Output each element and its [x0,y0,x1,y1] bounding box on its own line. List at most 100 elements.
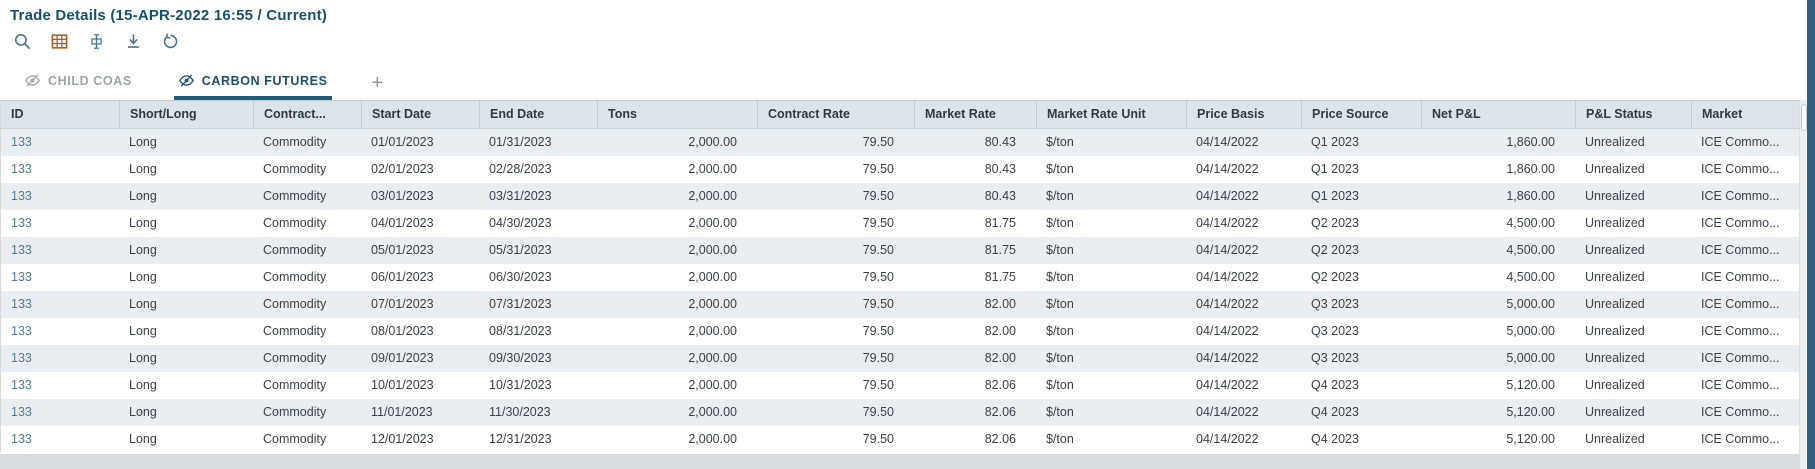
cell-pl_status: Unrealized [1585,324,1645,338]
cell-market_rate_unit: $/ton [1046,135,1074,149]
cell-id[interactable]: 133 [11,243,32,257]
column-header-short_long[interactable]: Short/Long [119,101,253,128]
cell-market_rate_unit: $/ton [1046,162,1074,176]
download-button[interactable] [123,31,143,51]
cell-pl_status: Unrealized [1585,378,1645,392]
column-header-pl_status[interactable]: P&L Status [1575,101,1691,128]
table-row[interactable]: 133 Long Commodity 07/01/2023 07/31/2023 2,00… [1,291,1799,318]
cell-pl_status: Unrealized [1585,432,1645,446]
tab-child-coas[interactable]: CHILD COAS [20,72,136,100]
column-header-market[interactable]: Market [1691,101,1800,128]
tab-label: CHILD COAS [48,73,132,88]
cell-net_pl: 4,500.00 [1506,243,1555,257]
horizontal-scrollbar-track[interactable] [0,452,1807,469]
reset-button[interactable] [160,31,180,51]
cell-price_basis: 04/14/2022 [1196,405,1259,419]
search-icon [13,32,32,51]
cell-tons: 2,000.00 [688,378,737,392]
cell-net_pl: 4,500.00 [1506,270,1555,284]
cell-contract_rate: 79.50 [862,351,894,365]
add-tab-button[interactable]: + [370,73,386,100]
cell-price_basis: 04/14/2022 [1196,135,1259,149]
column-header-tons[interactable]: Tons [597,101,757,128]
cell-contract_rate: 79.50 [862,324,894,338]
cell-id[interactable]: 133 [11,351,32,365]
table-row[interactable]: 133 Long Commodity 03/01/2023 03/31/2023 2,00… [1,183,1799,210]
table-row[interactable]: 133 Long Commodity 10/01/2023 10/31/2023 2,00… [1,372,1799,399]
table-row[interactable]: 133 Long Commodity 08/01/2023 08/31/2023 2,00… [1,318,1799,345]
cell-id[interactable]: 133 [11,405,32,419]
cell-start_date: 10/01/2023 [371,378,434,392]
table-grid-icon [50,32,69,51]
table-row[interactable]: 133 Long Commodity 02/01/2023 02/28/2023 2,00… [1,156,1799,183]
cell-contract: Commodity [263,189,327,203]
table-grid-button[interactable] [49,31,69,51]
cell-id[interactable]: 133 [11,270,32,284]
cell-market: ICE Commo... [1701,324,1780,338]
cell-price_source: Q2 2023 [1311,216,1359,230]
cell-id[interactable]: 133 [11,324,32,338]
cell-id[interactable]: 133 [11,432,32,446]
cell-short_long: Long [129,297,157,311]
cell-contract_rate: 79.50 [862,270,894,284]
cell-id[interactable]: 133 [11,162,32,176]
cell-net_pl: 1,860.00 [1506,135,1555,149]
cell-tons: 2,000.00 [688,351,737,365]
table-row[interactable]: 133 Long Commodity 05/01/2023 05/31/2023 2,00… [1,237,1799,264]
table-row[interactable]: 133 Long Commodity 11/01/2023 11/30/2023 2,00… [1,399,1799,426]
cell-short_long: Long [129,135,157,149]
fit-columns-button[interactable] [86,31,106,51]
column-header-market_rate[interactable]: Market Rate [914,101,1036,128]
cell-market_rate: 82.00 [984,297,1016,311]
table-row[interactable]: 133 Long Commodity 12/01/2023 12/31/2023 2,00… [1,426,1799,453]
cell-start_date: 04/01/2023 [371,216,434,230]
column-header-net_pl[interactable]: Net P&L [1421,101,1575,128]
column-header-contract[interactable]: Contract... [253,101,361,128]
grid-header-row: ID Short/Long Contract... Start Date End Dat… [1,101,1799,129]
cell-id[interactable]: 133 [11,189,32,203]
cell-id[interactable]: 133 [11,378,32,392]
trade-details-grid: ID Short/Long Contract... Start Date End Dat… [0,100,1799,453]
cell-tons: 2,000.00 [688,162,737,176]
cell-id[interactable]: 133 [11,216,32,230]
vertical-scrollbar-thumb[interactable] [1801,104,1807,131]
column-header-end_date[interactable]: End Date [479,101,597,128]
column-header-market_rate_unit[interactable]: Market Rate Unit [1036,101,1186,128]
cell-contract: Commodity [263,297,327,311]
table-row[interactable]: 133 Long Commodity 09/01/2023 09/30/2023 2,00… [1,345,1799,372]
column-header-id[interactable]: ID [11,107,24,121]
cell-contract_rate: 79.50 [862,297,894,311]
search-button[interactable] [12,31,32,51]
cell-short_long: Long [129,162,157,176]
cell-market_rate_unit: $/ton [1046,351,1074,365]
cell-start_date: 01/01/2023 [371,135,434,149]
tab-carbon-futures[interactable]: CARBON FUTURES [173,72,332,100]
cell-market: ICE Commo... [1701,162,1780,176]
cell-contract_rate: 79.50 [862,243,894,257]
cell-market_rate: 80.43 [984,135,1016,149]
table-row[interactable]: 133 Long Commodity 04/01/2023 04/30/2023 2,00… [1,210,1799,237]
cell-market: ICE Commo... [1701,189,1780,203]
cell-market_rate_unit: $/ton [1046,432,1074,446]
cell-end_date: 03/31/2023 [489,189,552,203]
cell-start_date: 11/01/2023 [371,405,433,419]
cell-short_long: Long [129,243,157,257]
cell-id[interactable]: 133 [11,297,32,311]
cell-net_pl: 5,120.00 [1506,405,1555,419]
cell-contract: Commodity [263,351,327,365]
column-header-price_source[interactable]: Price Source [1301,101,1421,128]
table-row[interactable]: 133 Long Commodity 01/01/2023 01/31/2023 2,00… [1,129,1799,156]
column-header-start_date[interactable]: Start Date [361,101,479,128]
cell-price_source: Q1 2023 [1311,162,1359,176]
cell-market: ICE Commo... [1701,243,1780,257]
cell-market_rate: 82.06 [984,405,1016,419]
column-header-contract_rate[interactable]: Contract Rate [757,101,914,128]
table-row[interactable]: 133 Long Commodity 06/01/2023 06/30/2023 2,00… [1,264,1799,291]
vertical-scrollbar-track[interactable] [1799,100,1807,469]
cell-end_date: 01/31/2023 [489,135,552,149]
cell-contract_rate: 79.50 [862,135,894,149]
cell-market_rate_unit: $/ton [1046,405,1074,419]
cell-id[interactable]: 133 [11,135,32,149]
column-header-price_basis[interactable]: Price Basis [1186,101,1301,128]
